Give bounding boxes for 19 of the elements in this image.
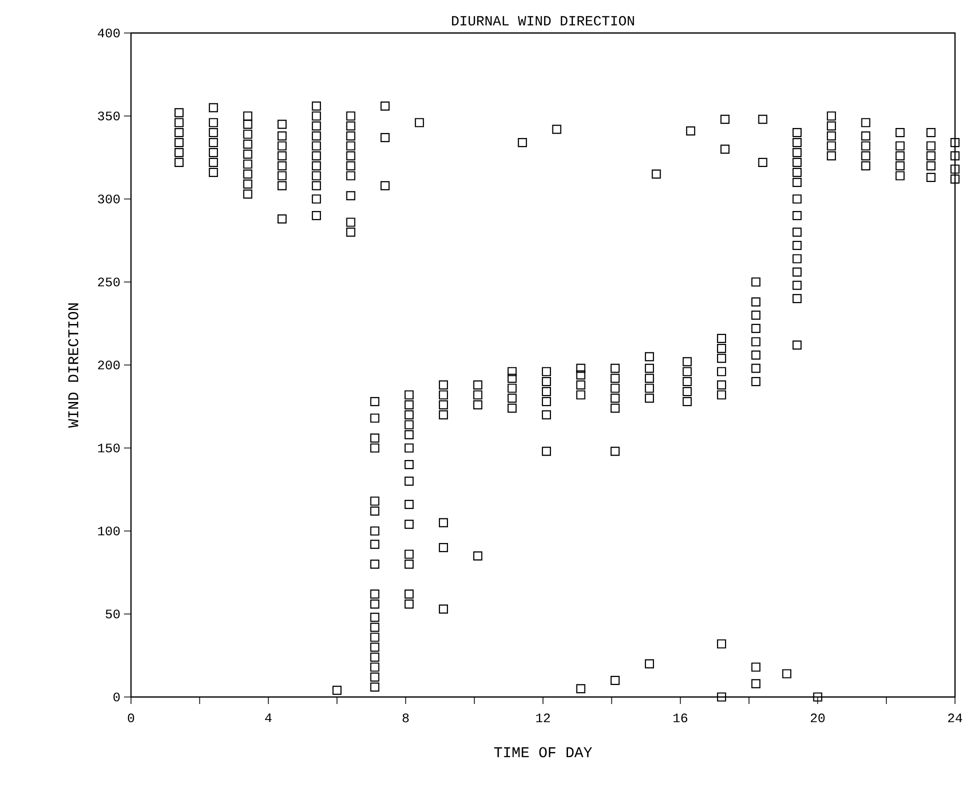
- x-tick-label: 0: [128, 714, 134, 722]
- y-tick-label: 0: [113, 692, 120, 702]
- y-tick-label: 200: [98, 360, 120, 370]
- y-tick-label: 100: [98, 526, 120, 536]
- y-tick-label: 350: [98, 112, 120, 120]
- x-tick-label: 20: [810, 714, 825, 722]
- y-axis-title: WIND DIRECTION: [68, 303, 78, 428]
- x-tick-label: 16: [674, 714, 688, 722]
- y-tick-label: 300: [98, 194, 120, 204]
- y-tick-label: 250: [98, 278, 120, 286]
- y-tick-label: 50: [106, 610, 120, 618]
- x-axis-title: TIME OF DAY: [494, 747, 592, 758]
- y-tick-label: 150: [98, 444, 120, 452]
- x-tick-label: 4: [265, 714, 272, 722]
- x-tick-label: 8: [402, 714, 409, 722]
- chart-title: DIURNAL WIND DIRECTION: [452, 16, 634, 26]
- x-tick-label: 24: [948, 714, 962, 722]
- x-tick-label: 12: [536, 714, 550, 722]
- y-tick-label: 400: [98, 28, 120, 38]
